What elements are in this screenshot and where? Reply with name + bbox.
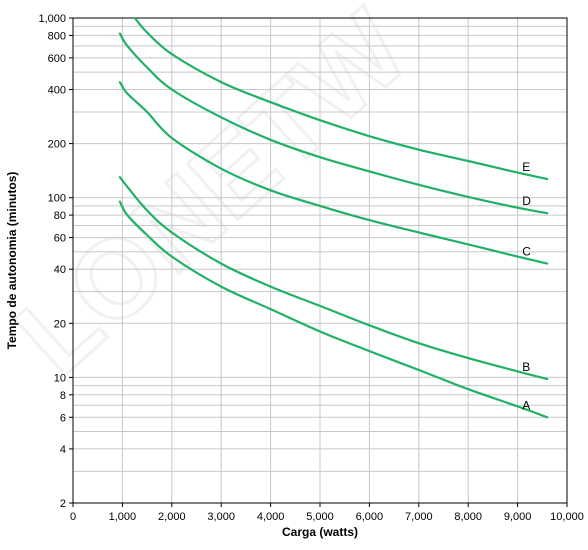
y-tick-label: 600: [48, 53, 66, 65]
y-tick-label: 60: [54, 233, 66, 245]
y-axis-title: Tempo de autonomia (minutos): [5, 172, 19, 350]
series-line-C: [118, 81, 549, 265]
x-tick-label: 8,000: [454, 511, 482, 523]
x-tick-label: 1,000: [109, 511, 137, 523]
y-tick-label: 10: [54, 372, 66, 384]
x-tick-label: 4,000: [257, 511, 285, 523]
x-axis: 0 1,000 2,000 3,000 4,000 5,000 6,000 7,000 8,00…: [70, 503, 584, 523]
series-label-D: D: [522, 194, 531, 208]
x-tick-label: 5,000: [306, 511, 334, 523]
x-tick-label: 0: [70, 511, 76, 523]
y-tick-label: 800: [48, 30, 66, 42]
x-tick-label: 10,000: [550, 511, 584, 523]
series-label-A: A: [522, 398, 530, 412]
series-line-A: [118, 200, 549, 419]
y-tick-label: 100: [48, 193, 66, 205]
y-tick-label: 20: [54, 318, 66, 330]
y-tick-label: 4: [60, 444, 66, 456]
x-tick-label: 7,000: [405, 511, 433, 523]
x-tick-label: 2,000: [158, 511, 186, 523]
series-line-E: [133, 16, 549, 181]
series-line-D: [118, 32, 549, 215]
series-lines: A B C D E: [118, 16, 549, 419]
y-tick-label: 200: [48, 139, 66, 151]
y-axis: 2 4 6 8 10 20 40 60 80 100 200 400 600 800 1,000: [38, 13, 73, 510]
y-tick-label: 400: [48, 85, 66, 97]
x-tick-label: 9,000: [504, 511, 532, 523]
y-tick-label: 80: [54, 210, 66, 222]
y-tick-label: 2: [60, 498, 66, 510]
y-tick-label: 1,000: [38, 13, 66, 25]
y-tick-label: 8: [60, 390, 66, 402]
series-label-E: E: [522, 160, 530, 174]
y-tick-label: 6: [60, 412, 66, 424]
y-tick-label: 40: [54, 264, 66, 276]
x-axis-title: Carga (watts): [282, 525, 358, 539]
x-tick-label: 3,000: [207, 511, 235, 523]
series-label-B: B: [522, 360, 530, 374]
series-label-C: C: [522, 245, 531, 259]
x-tick-label: 6,000: [356, 511, 384, 523]
series-line-B: [118, 176, 549, 381]
